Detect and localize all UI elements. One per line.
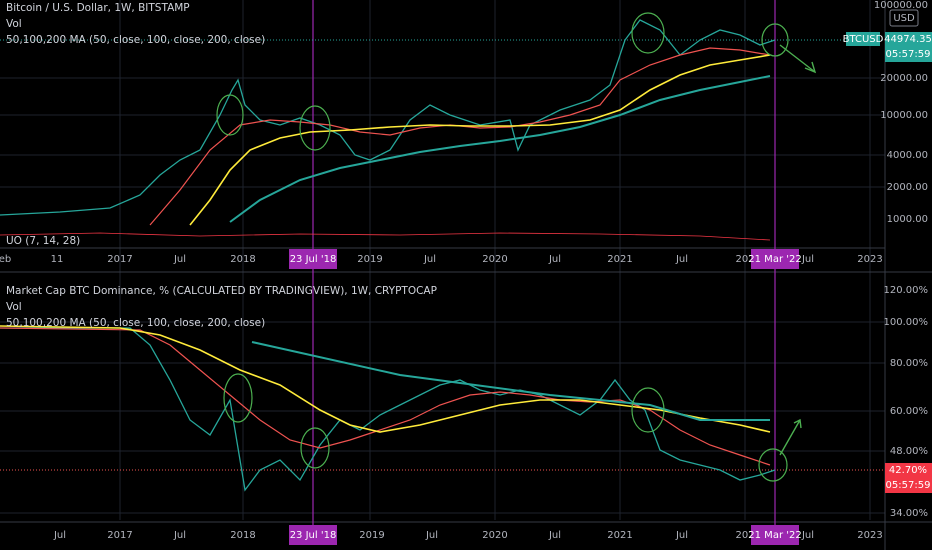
time-label: 202: [735, 254, 754, 265]
grid: [0, 0, 885, 520]
currency-box: [889, 9, 919, 27]
price-tag: [885, 32, 932, 62]
time-label: Jul: [53, 530, 66, 541]
annotation-circles: [216, 12, 789, 482]
time-label: 2017: [107, 530, 132, 541]
time-label: Jul: [801, 254, 814, 265]
date-highlight-text: 21 Mar '22: [748, 254, 801, 265]
time-label: Jul: [675, 254, 688, 265]
legend-text: Vol: [6, 18, 22, 30]
date-highlight: [751, 249, 799, 269]
price-label: 100000.00: [874, 0, 928, 11]
time-label: Jul: [675, 530, 688, 541]
time-label: Jul: [548, 530, 561, 541]
time-label: 2023: [857, 254, 882, 265]
time-label: 202: [735, 530, 754, 541]
price-tag: [885, 463, 932, 493]
arrows: [779, 44, 817, 456]
currency: USD: [893, 13, 915, 24]
price-label: 48.00%: [890, 446, 928, 457]
legend-text: Market Cap BTC Dominance, % (CALCULATED …: [6, 285, 437, 297]
price-label: 34.00%: [890, 508, 928, 519]
date-highlight-text: 23 Jul '18: [290, 254, 337, 265]
last-value: 42.70%: [889, 465, 927, 476]
time-label: 2018: [230, 530, 255, 541]
price-label: 10000.00: [880, 110, 928, 121]
date-highlight: [289, 525, 337, 545]
time-label: 2019: [359, 530, 384, 541]
legend-text: 50,100,200 MA (50, close, 100, close, 20…: [6, 34, 265, 46]
time-label: 11: [51, 254, 64, 265]
time-label: Jul: [801, 530, 814, 541]
date-highlight: [289, 249, 337, 269]
date-highlight: [751, 525, 799, 545]
time-label: 2019: [357, 254, 382, 265]
legend-text: Vol: [6, 301, 22, 313]
indicator-label: UO (7, 14, 28): [6, 235, 80, 247]
legend-text: Bitcoin / U.S. Dollar, 1W, BITSTAMP: [6, 2, 190, 14]
price-label: 60.00%: [890, 406, 928, 417]
legend-text: 50,100,200 MA (50, close, 100, close, 20…: [6, 317, 265, 329]
time-label: Jul: [173, 530, 186, 541]
time-label: eb: [0, 254, 11, 265]
countdown: 05:57:59: [886, 49, 931, 60]
price-label: 20000.00: [880, 73, 928, 84]
time-label: 2018: [230, 254, 255, 265]
date-highlight-text: 23 Jul '18: [290, 530, 337, 541]
price-label: 4000.00: [887, 150, 928, 161]
date-highlight-text: 21 Mar '22: [748, 530, 801, 541]
time-label: Jul: [173, 254, 186, 265]
price-label: 2000.00: [887, 182, 928, 193]
time-label: 2021: [607, 254, 632, 265]
last-price: 44974.35: [884, 34, 932, 45]
time-label: 2020: [482, 530, 507, 541]
symbol-tag: [846, 32, 880, 46]
time-label: Jul: [425, 530, 438, 541]
time-label: Jul: [548, 254, 561, 265]
countdown: 05:57:59: [886, 480, 931, 491]
price-label: 100.00%: [884, 317, 929, 328]
time-label: 2021: [607, 530, 632, 541]
price-label: 120.00%: [884, 285, 929, 296]
symbol-tag-text: BTCUSD: [843, 34, 884, 45]
time-label: Jul: [423, 254, 436, 265]
price-label: 1000.00: [887, 214, 928, 225]
time-label: 2023: [857, 530, 882, 541]
price-label: 80.00%: [890, 358, 928, 369]
time-label: 2017: [107, 254, 132, 265]
time-label: 2020: [482, 254, 507, 265]
